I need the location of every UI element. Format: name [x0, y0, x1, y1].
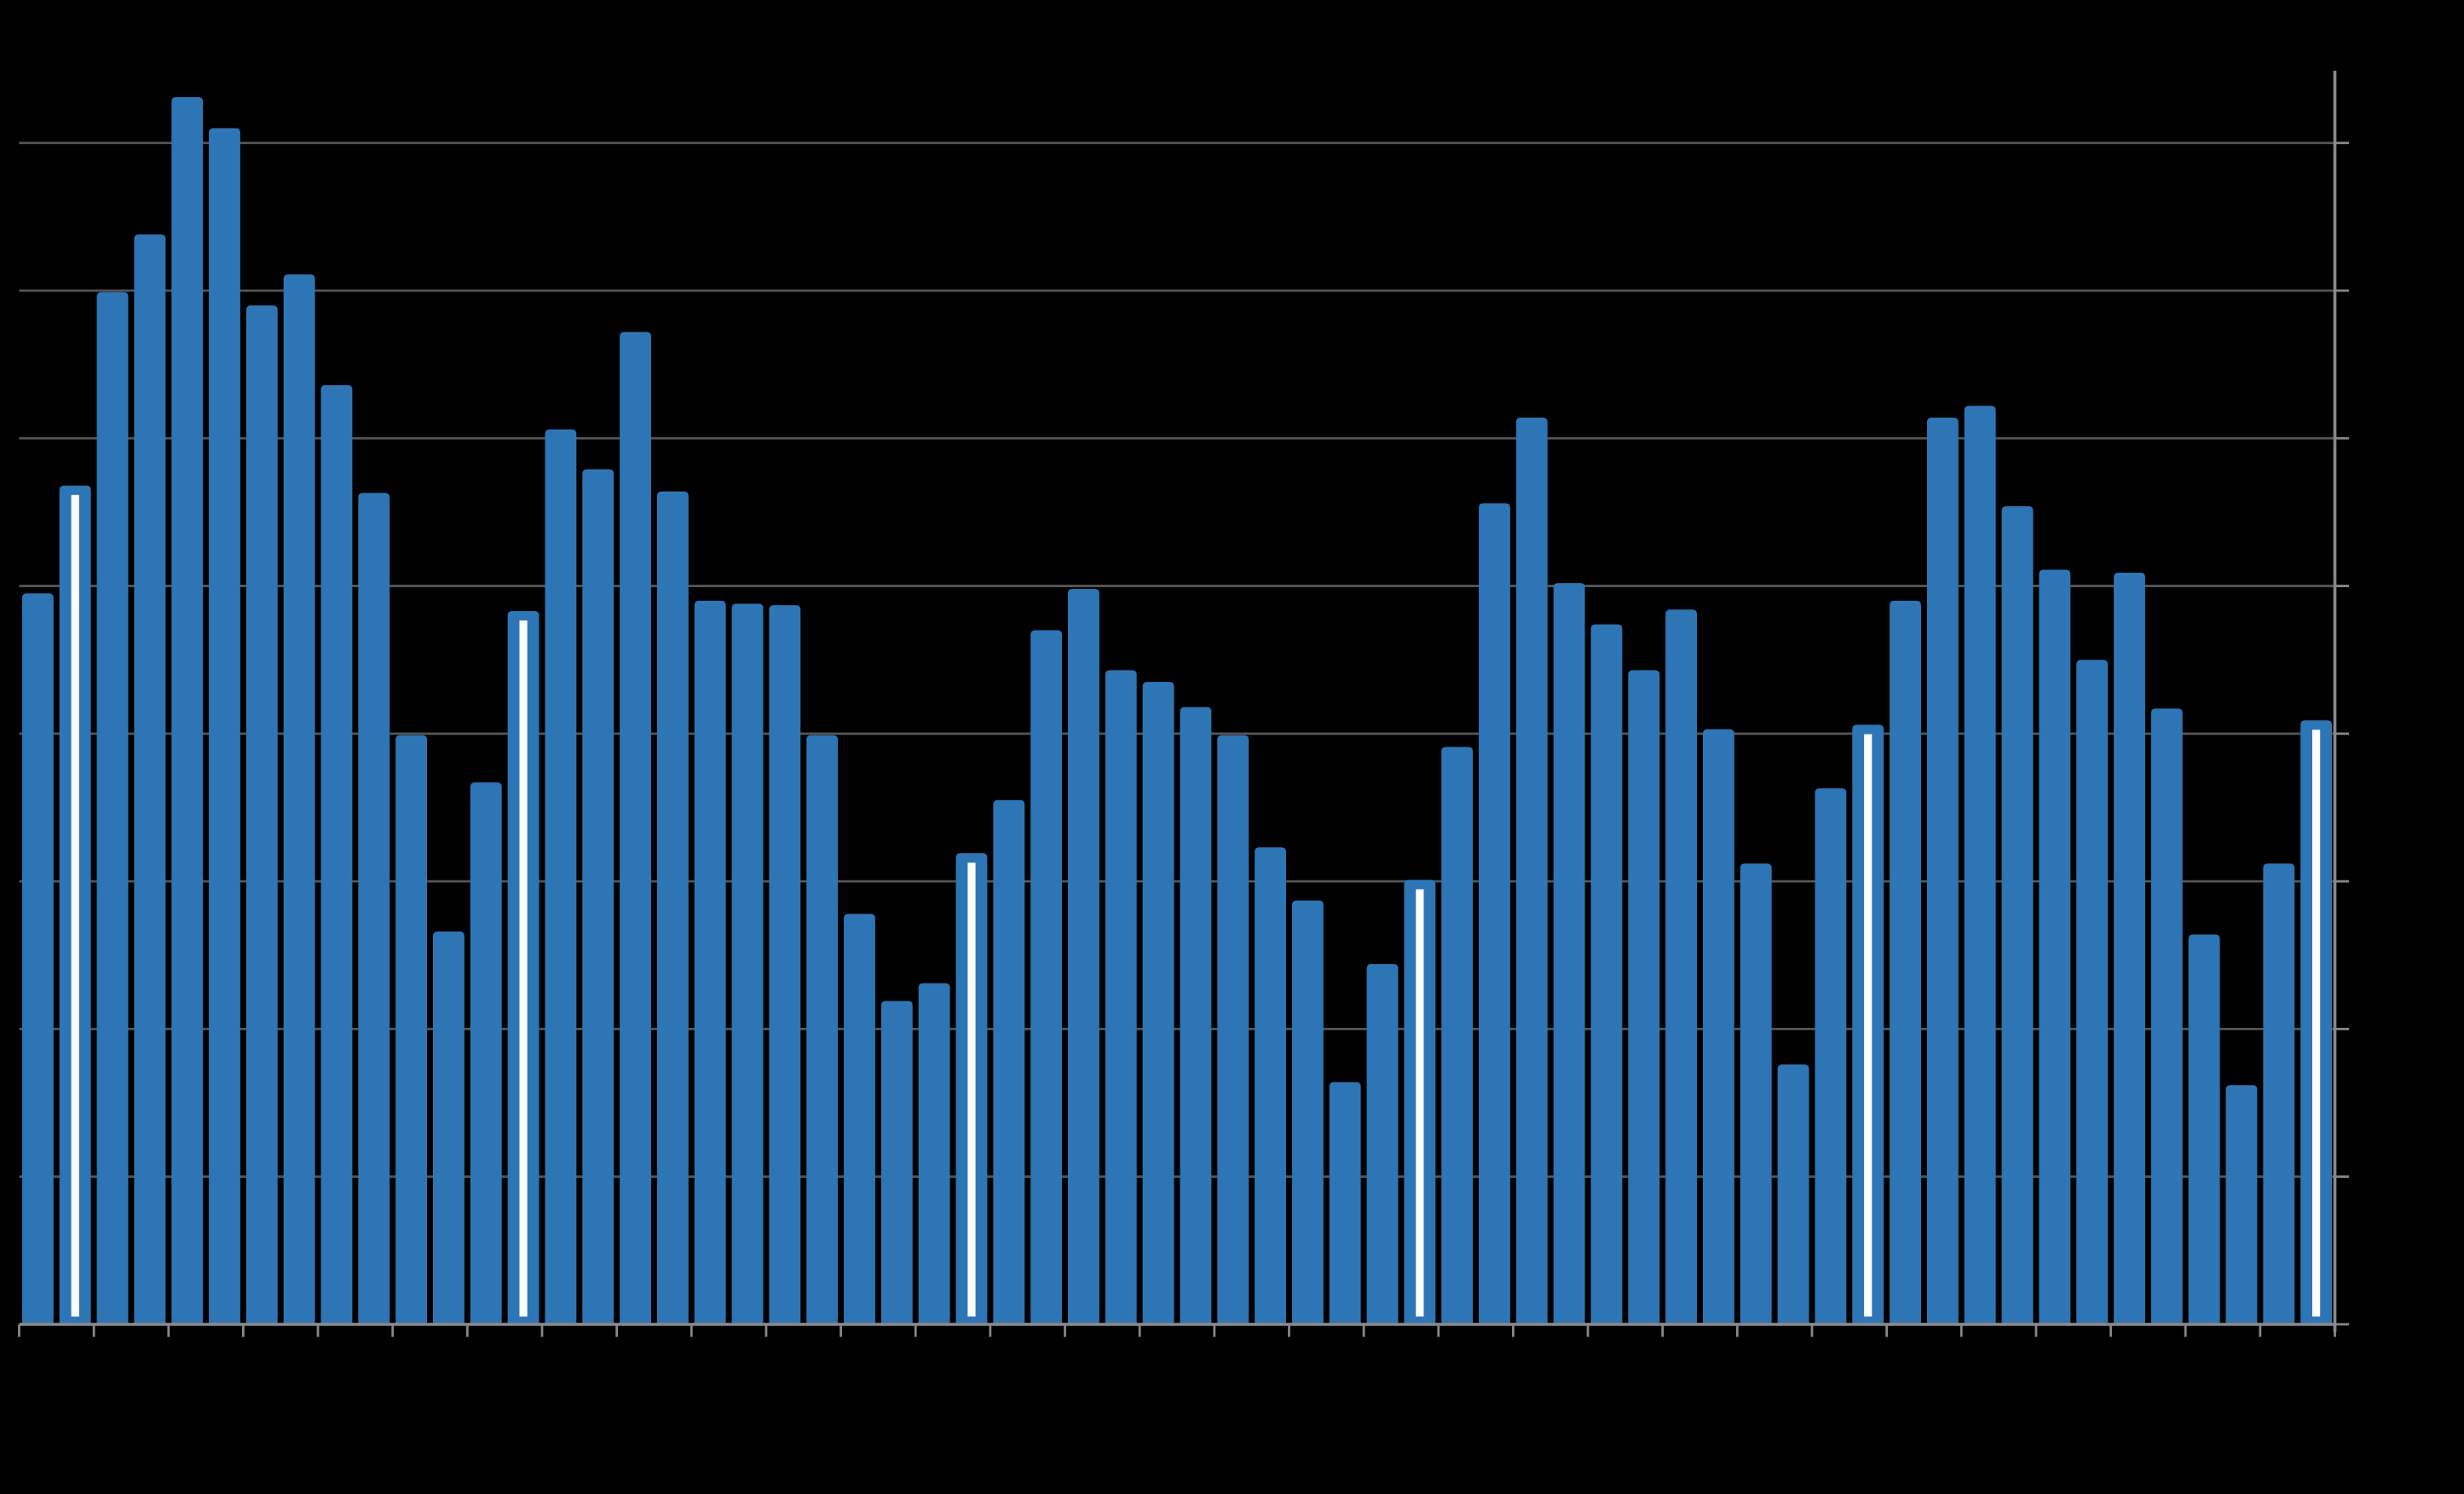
bar-marker	[967, 862, 976, 1317]
bar-marker	[1416, 889, 1424, 1317]
bar	[2039, 569, 2071, 1324]
bar	[96, 291, 129, 1324]
bar	[395, 735, 428, 1324]
bar	[844, 914, 875, 1324]
bar-marker	[71, 494, 79, 1317]
bar	[769, 605, 801, 1324]
bar	[1366, 964, 1399, 1324]
bar	[2225, 1085, 2258, 1324]
bar	[2076, 660, 2109, 1324]
bar	[320, 384, 353, 1324]
bar	[358, 493, 390, 1324]
bar	[880, 1001, 913, 1324]
bar	[1628, 670, 1660, 1324]
bar	[2001, 505, 2034, 1324]
bar	[1329, 1082, 1361, 1324]
bar	[245, 305, 278, 1324]
bar	[1067, 589, 1099, 1324]
bar	[1926, 418, 1959, 1324]
bar	[2150, 708, 2183, 1324]
bar	[1180, 707, 1212, 1324]
bar	[209, 128, 240, 1324]
bar	[545, 429, 577, 1324]
bar	[1740, 863, 1772, 1324]
bar	[2263, 863, 2295, 1324]
bar	[1590, 624, 1623, 1324]
bar	[432, 932, 465, 1324]
bar	[656, 491, 689, 1324]
bar	[1441, 747, 1474, 1324]
bar	[1553, 583, 1585, 1324]
bar	[1030, 630, 1063, 1324]
bar	[2188, 934, 2220, 1324]
bar	[993, 799, 1025, 1324]
bar	[731, 603, 764, 1324]
bar-marker	[519, 620, 528, 1317]
bar	[21, 593, 54, 1324]
bar	[1665, 609, 1698, 1324]
bar	[2114, 572, 2145, 1324]
bar	[1964, 406, 1996, 1324]
bar	[1777, 1064, 1809, 1324]
bar	[582, 469, 615, 1324]
bar	[470, 782, 502, 1324]
axes	[18, 70, 2350, 1337]
bar	[134, 234, 166, 1324]
bar	[1515, 418, 1548, 1324]
bar	[694, 600, 726, 1324]
bar	[918, 983, 950, 1324]
bar	[171, 97, 204, 1324]
bar	[283, 274, 315, 1324]
bar	[1291, 900, 1324, 1324]
bar	[806, 735, 839, 1324]
bar	[1105, 670, 1137, 1324]
bar	[1890, 600, 1921, 1324]
bar	[1217, 735, 1249, 1324]
bar	[1255, 847, 1286, 1324]
bar	[620, 332, 651, 1324]
bar-marker	[2311, 730, 2321, 1317]
bar-marker	[1864, 734, 1873, 1317]
bar	[1479, 503, 1510, 1324]
bar	[1815, 787, 1847, 1324]
bar	[1142, 682, 1174, 1324]
bars	[21, 97, 2333, 1324]
bar	[1702, 729, 1734, 1324]
